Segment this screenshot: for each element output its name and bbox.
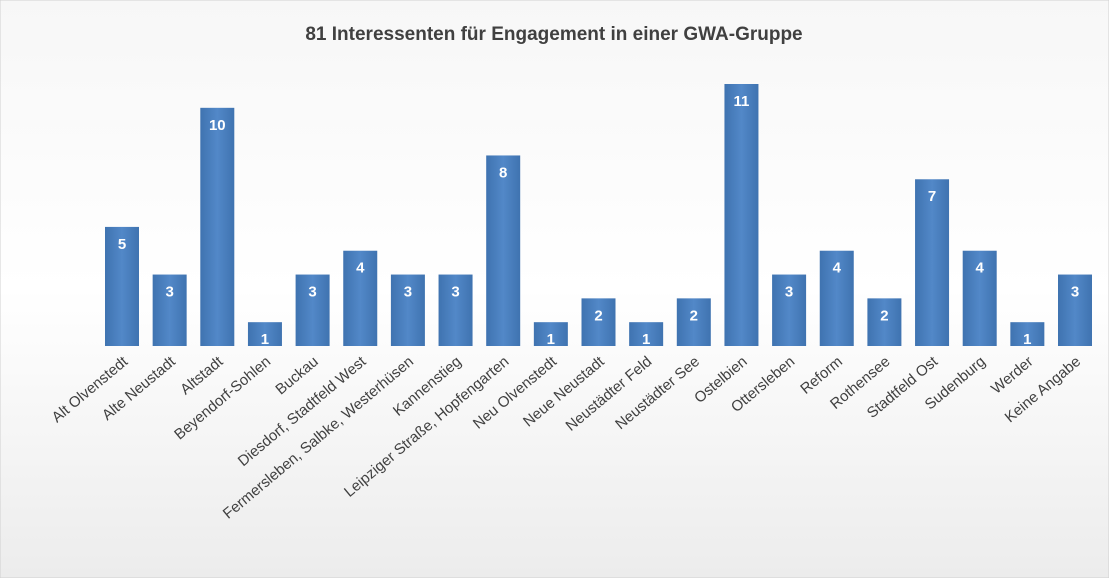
data-label: 1 <box>642 331 650 348</box>
bar <box>772 274 807 346</box>
bar <box>390 274 425 346</box>
data-label: 1 <box>547 331 555 348</box>
bar <box>1058 274 1092 346</box>
bar <box>486 155 521 346</box>
data-label: 7 <box>928 188 936 205</box>
bar <box>247 322 282 346</box>
data-label: 2 <box>594 307 602 324</box>
data-label: 8 <box>499 164 507 181</box>
data-label: 3 <box>308 284 316 301</box>
bar <box>200 107 235 347</box>
data-label: 4 <box>976 260 985 277</box>
data-label: 3 <box>1071 284 1079 301</box>
data-label: 5 <box>118 236 126 253</box>
bar <box>819 250 854 346</box>
data-label: 3 <box>165 284 173 301</box>
bar <box>962 250 997 346</box>
bar <box>676 298 711 346</box>
data-label: 1 <box>261 331 269 348</box>
data-label: 11 <box>734 93 750 110</box>
data-label: 3 <box>785 284 793 301</box>
bar <box>915 179 950 346</box>
data-label: 2 <box>880 307 888 324</box>
bar <box>724 84 759 346</box>
data-label: 10 <box>209 117 226 134</box>
bar <box>1010 322 1045 346</box>
bar <box>343 250 378 346</box>
bar <box>438 274 473 346</box>
data-label: 1 <box>1023 331 1031 348</box>
bar <box>295 274 330 346</box>
data-label: 3 <box>451 284 459 301</box>
bar <box>581 298 616 346</box>
bar <box>629 322 664 346</box>
bar <box>533 322 568 346</box>
bar <box>152 274 187 346</box>
data-label: 3 <box>404 284 412 301</box>
data-label: 2 <box>690 307 698 324</box>
bar <box>867 298 902 346</box>
bar <box>105 226 139 346</box>
chart-title: 81 Interessenten für Engagement in einer… <box>305 24 802 45</box>
data-label: 4 <box>356 260 365 277</box>
data-label: 4 <box>833 260 842 277</box>
